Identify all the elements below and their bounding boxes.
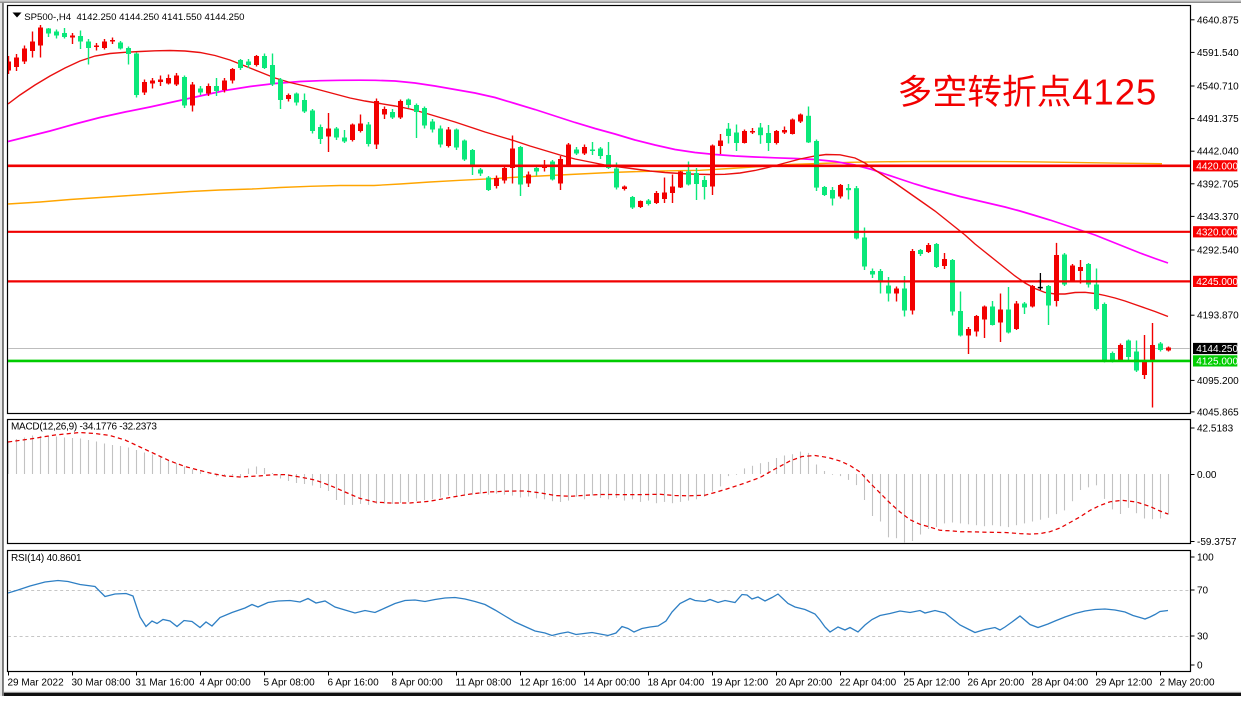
svg-text:4193.870: 4193.870 <box>1197 311 1239 322</box>
svg-text:4320.000: 4320.000 <box>1196 228 1238 239</box>
svg-text:4125: 4125 <box>1072 72 1157 113</box>
svg-text:25 Apr 12:00: 25 Apr 12:00 <box>904 678 961 689</box>
svg-text:8 Apr 00:00: 8 Apr 00:00 <box>392 678 444 689</box>
svg-text:29 Apr 12:00: 29 Apr 12:00 <box>1096 678 1153 689</box>
svg-text:31 Mar 16:00: 31 Mar 16:00 <box>136 678 195 689</box>
svg-text:30 Mar 08:00: 30 Mar 08:00 <box>72 678 131 689</box>
svg-text:6 Apr 16:00: 6 Apr 16:00 <box>328 678 380 689</box>
svg-text:70: 70 <box>1197 586 1209 597</box>
svg-text:20 Apr 20:00: 20 Apr 20:00 <box>776 678 833 689</box>
svg-text:4540.710: 4540.710 <box>1197 82 1239 93</box>
svg-text:4125.000: 4125.000 <box>1196 357 1238 368</box>
svg-text:29 Mar 2022: 29 Mar 2022 <box>8 678 65 689</box>
svg-text:4491.375: 4491.375 <box>1197 114 1239 125</box>
svg-text:18 Apr 04:00: 18 Apr 04:00 <box>648 678 705 689</box>
svg-text:0: 0 <box>1197 661 1203 672</box>
svg-text:100: 100 <box>1197 553 1214 564</box>
svg-text:4640.875: 4640.875 <box>1197 15 1239 26</box>
svg-text:4095.200: 4095.200 <box>1197 376 1239 387</box>
svg-text:4591.540: 4591.540 <box>1197 48 1239 59</box>
svg-text:4442.040: 4442.040 <box>1197 147 1239 158</box>
svg-text:4045.865: 4045.865 <box>1197 407 1239 418</box>
svg-text:MACD(12,26,9) -34.1776 -32.237: MACD(12,26,9) -34.1776 -32.2373 <box>11 422 157 433</box>
svg-text:30: 30 <box>1197 632 1209 643</box>
svg-text:4245.000: 4245.000 <box>1196 277 1238 288</box>
svg-text:26 Apr 20:00: 26 Apr 20:00 <box>968 678 1025 689</box>
svg-text:14 Apr 00:00: 14 Apr 00:00 <box>584 678 641 689</box>
svg-text:4420.000: 4420.000 <box>1196 162 1238 173</box>
svg-text:11 Apr 08:00: 11 Apr 08:00 <box>456 678 512 689</box>
svg-text:4343.370: 4343.370 <box>1197 212 1239 223</box>
svg-text:4144.250: 4144.250 <box>1196 344 1238 355</box>
svg-text:5 Apr 08:00: 5 Apr 08:00 <box>264 678 316 689</box>
svg-text:22 Apr 04:00: 22 Apr 04:00 <box>840 678 897 689</box>
svg-text:28 Apr 04:00: 28 Apr 04:00 <box>1032 678 1089 689</box>
svg-text:-59.3757: -59.3757 <box>1197 537 1237 548</box>
svg-text:19 Apr 12:00: 19 Apr 12:00 <box>712 678 769 689</box>
svg-text:4392.705: 4392.705 <box>1197 179 1239 190</box>
svg-text:42.5183: 42.5183 <box>1197 424 1234 435</box>
svg-text:2 May 20:00: 2 May 20:00 <box>1160 678 1215 689</box>
svg-text:RSI(14) 40.8601: RSI(14) 40.8601 <box>11 553 82 564</box>
svg-text:4 Apr 00:00: 4 Apr 00:00 <box>200 678 252 689</box>
svg-text:12 Apr 16:00: 12 Apr 16:00 <box>520 678 577 689</box>
svg-text:4292.540: 4292.540 <box>1197 246 1239 257</box>
svg-text:0.00: 0.00 <box>1197 470 1217 481</box>
svg-text:SP500-,H4 4142.250 4144.250 4: SP500-,H4 4142.250 4144.250 4141.550 414… <box>24 12 244 23</box>
